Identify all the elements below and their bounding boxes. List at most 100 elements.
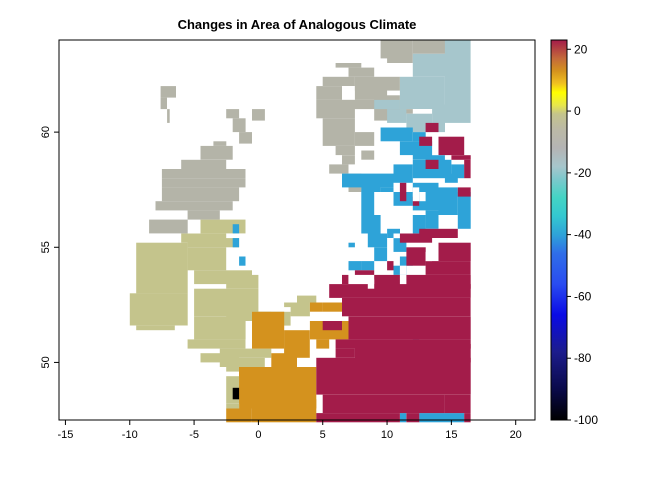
map-cell [136,325,175,331]
map-cell [322,394,445,414]
map-cell [444,173,458,183]
map-cell [444,394,471,414]
map-cell [161,187,240,202]
map-cell [464,413,471,423]
map-cell [226,408,252,423]
colorbar-tick-label: 20 [574,42,588,56]
colorbar [550,39,568,421]
map-cell [399,413,407,423]
y-axis: 50 55 60 [40,126,59,369]
map-cell [412,196,420,206]
map-cell [348,67,375,77]
map-cell [393,164,413,183]
map-cell [425,122,439,133]
map-cell [160,86,176,98]
map-gap [393,233,400,239]
colorbar-tick-label: -60 [574,289,592,303]
map-cell [167,109,170,123]
map-cell [161,178,246,188]
map-cell [354,132,375,146]
map-cell [342,297,471,317]
map-cell [367,233,388,248]
map-cell [348,316,471,340]
map-cell [374,247,388,262]
map-cell [342,99,381,110]
plot-frame [58,39,536,421]
map-cell [187,238,240,248]
map-cell [271,353,297,367]
x-tick-label: 10 [381,429,393,441]
map-cell [361,150,375,160]
x-tick-label: -10 [122,429,138,441]
colorbar-tick-label: -20 [574,166,592,180]
map-cell [399,256,413,266]
map-cell [129,293,188,326]
map-cell [181,159,227,169]
map-cell [309,302,323,312]
map-cell [200,145,233,160]
map-gap [419,192,426,202]
map-cell [419,228,458,238]
map-gap [380,155,394,160]
map-gap [367,279,375,289]
x-tick-label: 5 [320,429,326,441]
map-cell [412,53,445,77]
map-gap [399,265,407,275]
map-cell [187,339,246,349]
map-cell [316,86,342,100]
map-cell [387,40,413,63]
map-cell [406,247,426,266]
map-cell [322,76,355,86]
x-tick-label: 15 [445,429,457,441]
map-cell [239,132,252,144]
map-cell [438,242,471,262]
map-cell [438,187,458,215]
map-cell [252,311,285,349]
map-cell [374,99,400,110]
map-cell [329,284,471,298]
y-tick-label: 60 [40,126,52,138]
map-cell [387,261,394,271]
map-cell [412,40,452,54]
map-cell [380,127,413,142]
map-cell [419,413,465,423]
map-cell [399,182,407,202]
map-cell [239,385,252,400]
map-cell [239,367,259,377]
map-cell [316,367,471,395]
colorbar-tick-label: 0 [574,104,581,118]
colorbar-tick-label: -100 [574,413,598,427]
map-cell [335,145,355,156]
map-cell [354,76,400,91]
map-cell [160,97,167,110]
map-cell [322,302,342,312]
map-cell [226,109,240,119]
map-cell [361,261,375,271]
map-cell [457,187,471,197]
map-cell [232,238,240,248]
map-gap [412,187,420,202]
map-cell [399,233,433,243]
map-gap [425,251,432,262]
map-cell [252,109,265,121]
colorbar-tick-label: -40 [574,228,592,242]
map-cell [322,321,342,331]
y-tick-label: 55 [40,241,52,253]
map-cell [464,159,471,179]
map-cell [335,63,362,68]
map-cell [232,224,240,234]
map-cell [213,141,227,146]
map-cell [406,413,420,423]
map-cell [451,155,471,160]
map-cell [252,399,317,423]
map-cell [155,201,233,211]
map-cells [129,40,471,423]
map-cell [322,118,355,146]
map-cell [219,348,272,358]
chart-title: Changes in Area of Analogous Climate [177,17,417,32]
map-cell [297,295,317,303]
map-cell [226,274,259,289]
map-cell [284,302,297,308]
map-cell [399,76,445,109]
map-cell [232,387,240,400]
